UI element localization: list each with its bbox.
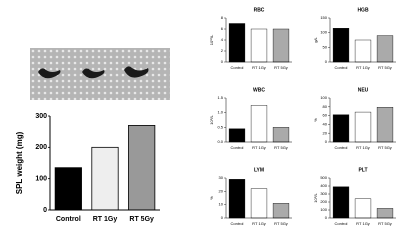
bar (250, 188, 268, 219)
bar (250, 28, 268, 63)
x-tick-label: RT 1Gy (93, 216, 118, 223)
y-tick-label: 4 (221, 37, 224, 42)
y-tick-label: 80 (323, 104, 328, 109)
bar (332, 114, 350, 143)
y-axis-label: 10⁹/L (313, 192, 318, 202)
bar (354, 198, 372, 219)
y-tick-label: 0 (221, 215, 224, 220)
bar (91, 146, 119, 211)
x-tick-label: RT 1Gy (356, 221, 370, 226)
y-tick-label: 20 (323, 130, 328, 135)
y-tick-label: 100 (320, 30, 327, 35)
x-tick-label: Control (231, 65, 244, 70)
y-tick-label: 100 (320, 95, 327, 100)
x-tick-label: RT 1Gy (356, 145, 370, 150)
chart-title: NEU (358, 87, 369, 93)
bar (228, 23, 246, 63)
y-axis-label: SPL weight (mg) (15, 131, 24, 194)
bar (332, 28, 350, 63)
chart-title: HGB (357, 7, 369, 13)
y-tick-label: 60 (323, 113, 328, 118)
y-tick-label: 10 (219, 202, 224, 207)
x-tick-label: RT 5Gy (378, 145, 392, 150)
bar (272, 127, 290, 143)
y-axis-label: 10¹²/L (209, 34, 214, 45)
bar (54, 167, 82, 211)
x-tick-label: Control (335, 145, 348, 150)
y-tick-label: 200 (35, 144, 47, 151)
y-axis-label: % (313, 118, 318, 122)
spleen-photo (30, 48, 170, 100)
x-tick-label: RT 1Gy (356, 65, 370, 70)
chart-title: WBC (253, 87, 265, 93)
y-tick-label: 0 (325, 139, 328, 144)
x-tick-label: Control (56, 216, 81, 223)
x-tick-label: RT 5Gy (378, 221, 392, 226)
bar (272, 28, 290, 63)
x-tick-label: RT 5Gy (129, 216, 154, 223)
bar (128, 125, 156, 211)
y-tick-label: 0.0 (217, 139, 223, 144)
y-tick-label: 1.0 (217, 110, 223, 115)
y-tick-label: 400 (320, 183, 327, 188)
y-tick-label: 500 (320, 175, 327, 180)
x-tick-label: RT 5Gy (274, 145, 288, 150)
bar (250, 105, 268, 143)
chart-title: LYM (254, 167, 264, 173)
y-tick-label: 40 (323, 121, 328, 126)
x-tick-label: RT 5Gy (378, 65, 392, 70)
x-tick-label: RT 1Gy (252, 221, 266, 226)
y-tick-label: 1.5 (217, 95, 223, 100)
y-tick-label: 0 (221, 59, 224, 64)
bar (354, 39, 372, 63)
y-tick-label: 300 (320, 191, 327, 196)
y-tick-label: 0 (325, 215, 328, 220)
bar (376, 107, 394, 143)
y-tick-label: 150 (320, 15, 327, 20)
y-tick-label: 2 (221, 48, 224, 53)
y-axis-label: % (209, 196, 214, 200)
y-tick-label: 100 (320, 207, 327, 212)
y-tick-label: 50 (323, 44, 328, 49)
bar (272, 203, 290, 219)
bar (376, 208, 394, 219)
y-tick-label: 6 (221, 26, 224, 31)
x-tick-label: RT 1Gy (252, 145, 266, 150)
x-tick-label: RT 5Gy (274, 65, 288, 70)
x-tick-label: RT 1Gy (252, 65, 266, 70)
bar (376, 35, 394, 63)
y-tick-label: 8 (221, 15, 224, 20)
chart-title: PLT (358, 167, 367, 173)
y-tick-label: 300 (35, 113, 47, 120)
y-tick-label: 0 (43, 207, 47, 214)
x-tick-label: RT 5Gy (274, 221, 288, 226)
y-axis-label: g/L (313, 36, 318, 42)
y-tick-label: 100 (35, 176, 47, 183)
y-tick-label: 0 (325, 59, 328, 64)
y-tick-label: 200 (320, 199, 327, 204)
x-tick-label: Control (231, 221, 244, 226)
chart-title: RBC (254, 7, 265, 13)
bar (228, 128, 246, 143)
x-tick-label: Control (335, 221, 348, 226)
bar (354, 111, 372, 143)
bar (228, 179, 246, 219)
x-tick-label: Control (231, 145, 244, 150)
y-tick-label: 30 (219, 175, 224, 180)
y-tick-label: 20 (219, 188, 224, 193)
y-axis-label: 10⁹/L (209, 114, 214, 124)
y-tick-label: 0.5 (217, 124, 223, 129)
bar (332, 186, 350, 219)
x-tick-label: Control (335, 65, 348, 70)
